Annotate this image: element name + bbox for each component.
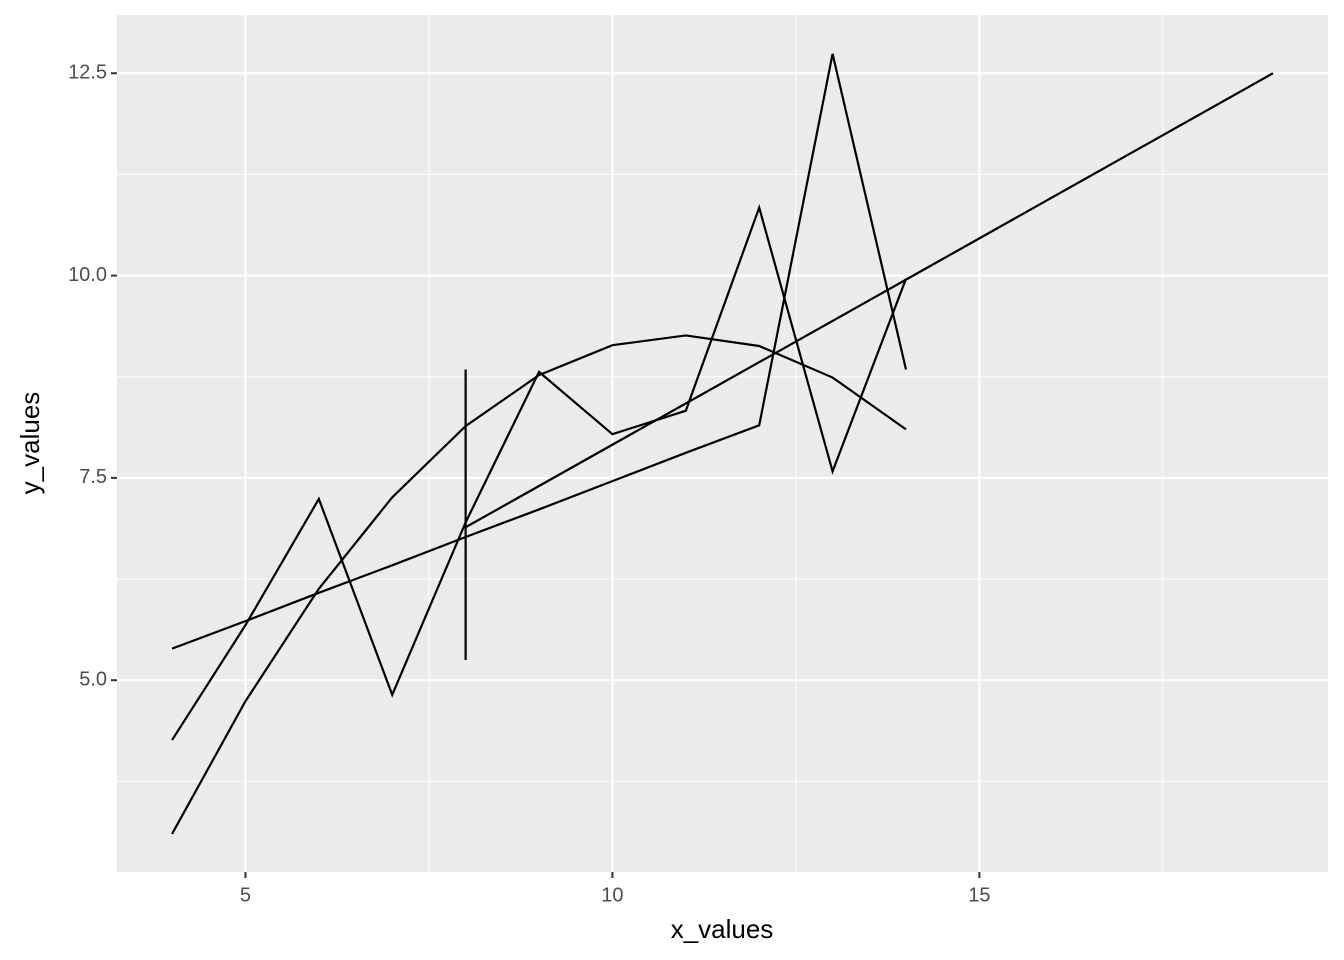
data-line bbox=[464, 72, 1274, 660]
x-axis-title: x_values bbox=[671, 914, 774, 944]
x-tick-label: 10 bbox=[601, 884, 623, 906]
data-line bbox=[171, 334, 907, 835]
y-tick-label: 5.0 bbox=[79, 668, 107, 690]
y-tick-label: 7.5 bbox=[79, 466, 107, 488]
panel bbox=[117, 15, 1328, 872]
y-axis-title: y_values bbox=[15, 392, 45, 495]
x-tick-label: 5 bbox=[240, 884, 251, 906]
data-line bbox=[171, 203, 908, 741]
data-line bbox=[171, 53, 908, 650]
y-tick-label: 10.0 bbox=[68, 264, 107, 286]
y-tick-label: 12.5 bbox=[68, 62, 107, 84]
x-tick-label: 15 bbox=[968, 884, 990, 906]
